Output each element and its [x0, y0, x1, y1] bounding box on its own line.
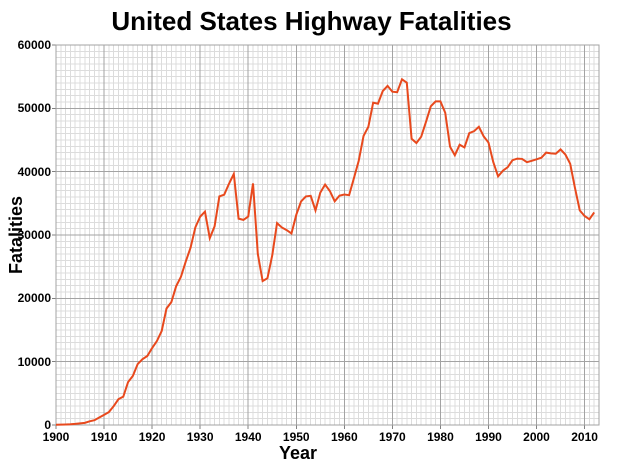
y-tick-label: 60000 — [17, 38, 51, 52]
x-tick-label: 2000 — [523, 430, 550, 444]
y-tick-label: 40000 — [17, 164, 51, 179]
plot-border — [55, 44, 600, 426]
x-tick-label: 1900 — [42, 430, 70, 444]
x-tick-label: 1920 — [138, 430, 166, 444]
x-tick-label: 1910 — [90, 430, 118, 444]
x-tick-label: 1930 — [186, 430, 214, 444]
fatalities-line — [55, 77, 596, 426]
y-tick-label: 20000 — [17, 291, 51, 306]
y-tick-label: 50000 — [17, 101, 51, 116]
x-tick-label: 1940 — [234, 430, 262, 444]
x-tick-label: 1960 — [330, 430, 358, 444]
x-tick-label: 2010 — [571, 430, 598, 444]
y-tick-label: 30000 — [17, 228, 51, 242]
x-tick-label: 1980 — [427, 430, 454, 444]
x-tick-label: 1990 — [475, 430, 502, 444]
chart-title: United States Highway Fatalities — [111, 6, 512, 36]
x-tick-label: 1950 — [282, 430, 310, 444]
x-axis-title: Year — [278, 443, 318, 463]
x-tick-label: 1970 — [379, 430, 406, 444]
y-tick-label: 10000 — [17, 354, 51, 369]
y-tick-label: 0 — [44, 418, 51, 432]
